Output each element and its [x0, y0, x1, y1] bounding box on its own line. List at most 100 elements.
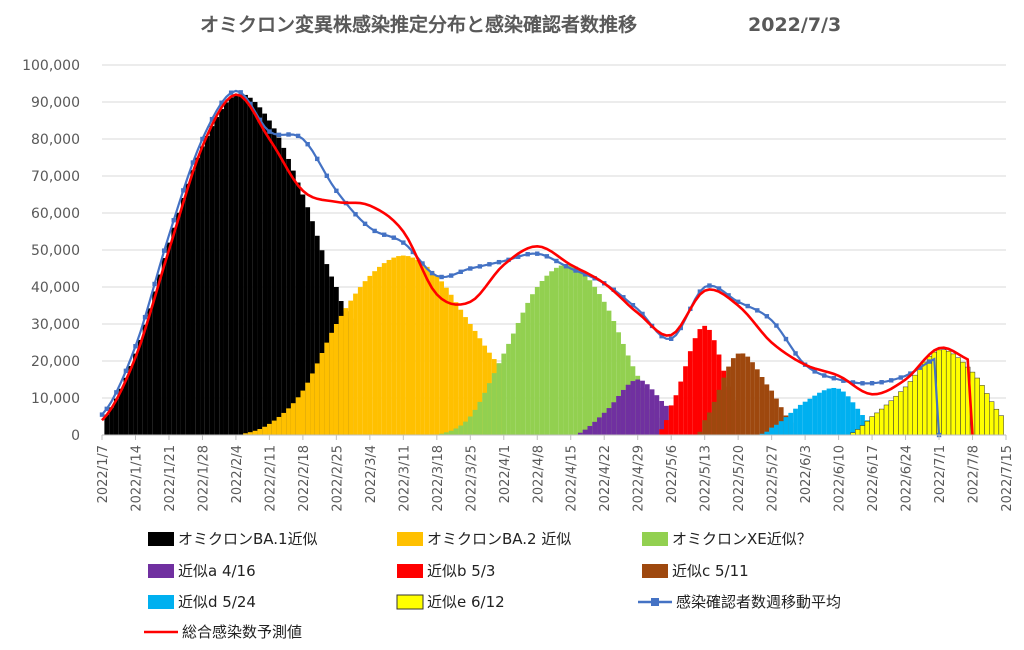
marker — [286, 132, 291, 137]
bar — [219, 109, 224, 435]
legend-label: オミクロンBA.2 近似 — [427, 530, 571, 548]
bar — [817, 392, 822, 435]
marker — [468, 266, 473, 271]
bar — [443, 287, 449, 435]
marker — [707, 283, 712, 288]
bar — [348, 300, 354, 435]
bar — [534, 287, 540, 435]
x-tick-label: 2022/2/25 — [330, 445, 345, 512]
bar — [185, 183, 191, 435]
bar — [147, 308, 153, 435]
bar — [869, 416, 875, 436]
y-tick-label: 100,000 — [22, 58, 80, 74]
marker — [353, 212, 358, 217]
marker — [161, 248, 167, 253]
bar — [573, 266, 578, 435]
y-tick-label: 40,000 — [31, 280, 80, 296]
bar — [314, 235, 320, 435]
marker — [228, 90, 234, 95]
legend-marker — [651, 598, 659, 606]
marker — [171, 218, 176, 223]
marker — [295, 133, 301, 139]
marker — [238, 90, 243, 95]
marker — [315, 156, 320, 162]
marker — [324, 173, 330, 178]
x-axis-tick-labels: 2022/1/7 2022/1/14 2022/1/21 2022/1/28 2022/… — [96, 435, 1015, 512]
marker — [200, 136, 205, 142]
bar — [257, 429, 263, 435]
bar — [391, 257, 397, 435]
bar — [993, 408, 1000, 436]
marker — [869, 381, 875, 386]
series-1-bars — [243, 255, 502, 435]
bar — [276, 416, 282, 435]
bar — [243, 94, 248, 436]
bar — [979, 385, 985, 436]
x-tick-label: 2022/2/11 — [263, 445, 278, 512]
bar — [802, 401, 808, 435]
y-tick-label: 30,000 — [31, 317, 80, 333]
bar — [793, 408, 798, 435]
legend-swatch — [642, 564, 668, 578]
bar — [233, 94, 239, 435]
marker — [860, 381, 865, 386]
bar — [324, 342, 330, 435]
x-tick-label: 2022/1/28 — [196, 445, 211, 512]
bar — [353, 293, 358, 435]
marker — [515, 254, 521, 259]
bar — [343, 308, 349, 435]
bar — [577, 432, 583, 435]
bar — [606, 310, 612, 435]
x-tick-label: 2022/2/4 — [230, 445, 245, 503]
bar — [104, 414, 110, 435]
marker — [496, 259, 502, 265]
legend-label: 近似e 6/12 — [427, 593, 505, 611]
bar — [128, 366, 134, 435]
legend-swatch — [148, 595, 174, 609]
marker — [439, 274, 444, 280]
legend-swatch — [148, 564, 174, 578]
bar — [644, 384, 650, 435]
bar — [453, 428, 459, 435]
bar — [707, 412, 712, 435]
legend-label: 近似a 4/16 — [178, 562, 256, 580]
bar — [487, 383, 492, 435]
bar — [405, 256, 411, 435]
y-axis-tick-labels: 0 10,000 20,000 30,000 40,000 50,000 60,000 70,… — [22, 58, 80, 444]
chart-title: オミクロン変異株感染推定分布と感染確認者数推移 — [200, 13, 637, 36]
bar — [577, 269, 583, 435]
bar — [902, 386, 909, 436]
bar — [640, 380, 645, 435]
marker — [850, 380, 856, 385]
bar — [295, 397, 301, 435]
bar — [290, 170, 296, 435]
bar — [941, 349, 947, 436]
marker — [133, 344, 138, 349]
bar — [377, 266, 382, 435]
chart-date-label: 2022/7/3 — [748, 14, 841, 36]
bar — [826, 388, 832, 435]
bar — [333, 324, 339, 435]
marker — [822, 373, 827, 378]
bar — [678, 381, 684, 435]
bar — [974, 377, 980, 436]
marker — [621, 295, 626, 300]
bar — [893, 395, 899, 436]
marker — [879, 380, 884, 385]
legend-swatch — [642, 532, 668, 546]
bar — [697, 431, 703, 435]
bar — [544, 275, 550, 435]
marker — [783, 336, 789, 342]
marker — [640, 311, 645, 317]
bar — [400, 255, 406, 435]
x-tick-label: 2022/3/4 — [364, 445, 379, 503]
bar — [396, 256, 401, 435]
bar — [683, 366, 688, 435]
bar — [926, 356, 933, 436]
x-tick-label: 2022/3/25 — [464, 445, 479, 512]
bar — [180, 198, 186, 435]
bar — [625, 384, 631, 435]
bar — [769, 390, 775, 435]
legend-item: 近似d 5/24 — [148, 593, 256, 611]
bar — [520, 312, 526, 435]
